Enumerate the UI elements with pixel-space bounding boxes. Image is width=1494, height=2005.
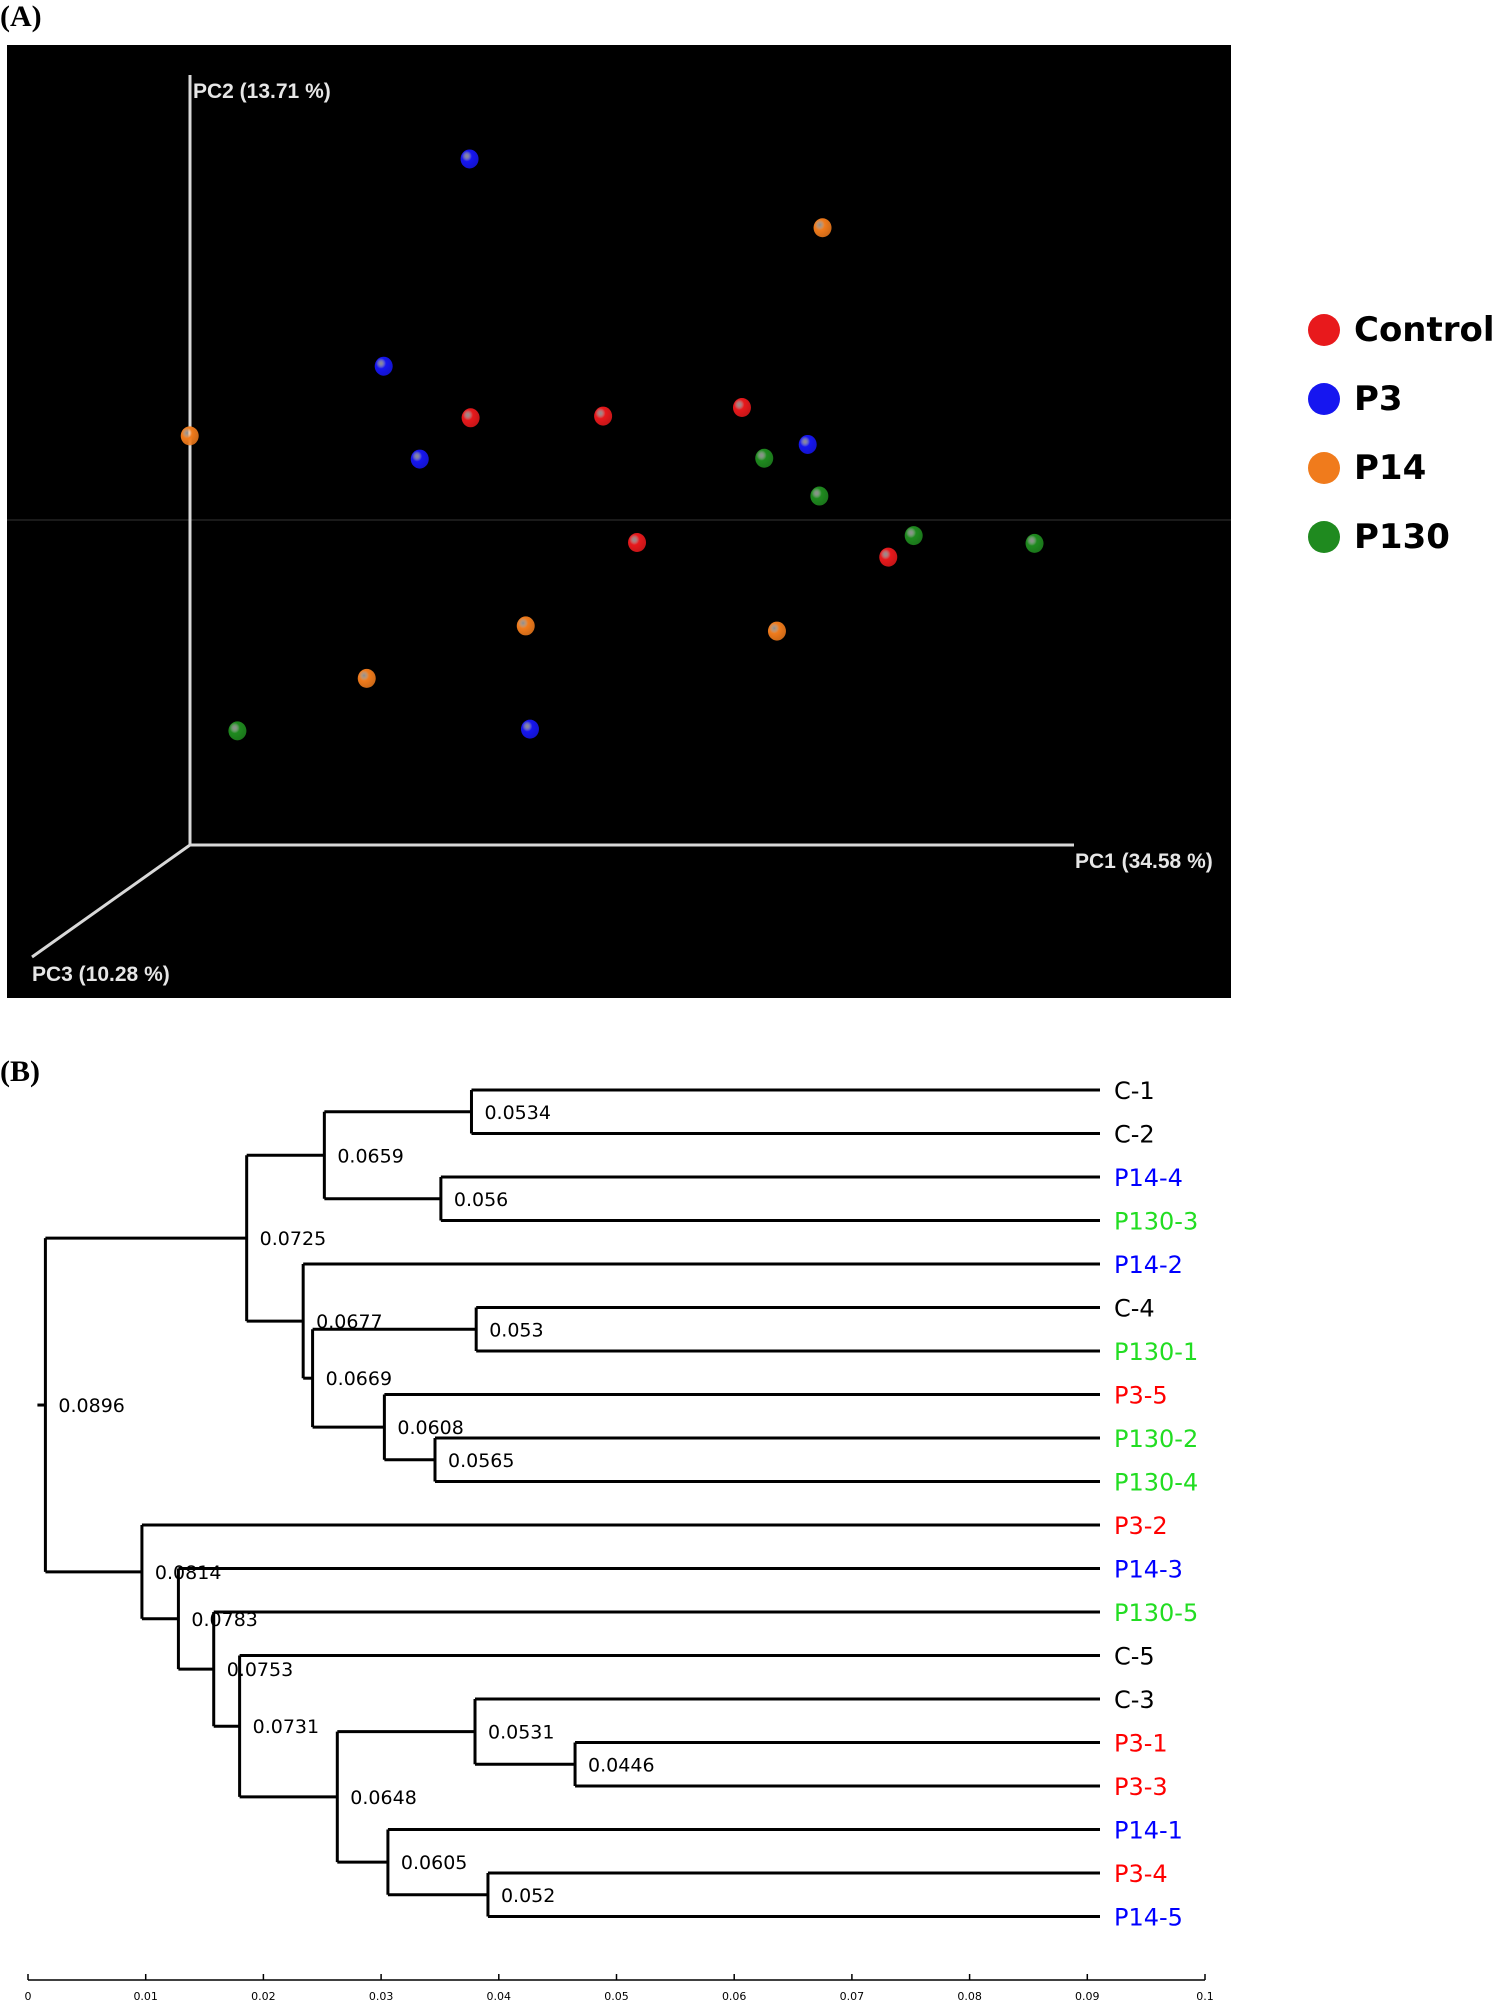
scale-tick-label: 0.05 [604,1990,629,2003]
leaf-label-p3-4: P3-4 [1114,1860,1168,1888]
pcoa-point-control-4 [628,533,647,552]
legend-item-control: Control [1308,295,1494,364]
node-value-label: 0.0783 [191,1609,257,1631]
scale-tick-label: 0 [25,1990,32,2003]
pcoa-point-p3-4 [798,434,817,454]
leaf-label-c-4: C-4 [1114,1295,1155,1323]
pcoa-point-control-3 [732,397,751,417]
scale-tick-label: 0.09 [1075,1990,1100,2003]
scale-tick-label: 0.07 [840,1990,865,2003]
leaf-label-p130-4: P130-4 [1114,1469,1198,1497]
scale-tick-label: 0.08 [957,1990,982,2003]
node-value-label: 0.0534 [484,1102,550,1124]
dendrogram: 0.0534 0.056 0.0659 0.053 0.0565 0.0608 0.0669… [25,1077,1214,2003]
pcoa-point-control-2 [594,406,613,426]
leaf-label-c-1: C-1 [1114,1077,1155,1105]
pc1-axis-label: PC1 (34.58 %) [1075,850,1213,873]
leaf-label-p14-1: P14-1 [1114,1817,1183,1845]
pcoa-point-p130-1 [755,448,774,468]
node-value-label: 0.0669 [326,1368,392,1390]
scale-tick-label: 0.1 [1196,1990,1214,2003]
leaf-label-p14-4: P14-4 [1114,1164,1183,1192]
pcoa-point-control-5 [879,547,898,567]
pcoa-point-p14-2 [180,426,199,446]
pc2-axis-label: PC2 (13.71 %) [193,80,331,103]
leaf-label-p130-2: P130-2 [1114,1425,1198,1453]
node-value-label: 0.0677 [316,1311,382,1333]
legend-dot-icon [1308,520,1340,553]
pcoa-point-p130-3 [904,526,923,546]
pcoa-point-p3-1 [460,149,479,169]
legend-dot-icon [1308,451,1340,484]
scale-tick-label: 0.04 [487,1990,512,2003]
leaf-label-p14-3: P14-3 [1114,1556,1183,1584]
scale-tick-label: 0.02 [251,1990,276,2003]
legend-label: P130 [1354,516,1450,557]
leaf-label-p3-3: P3-3 [1114,1773,1168,1801]
legend-dot-icon [1308,382,1340,415]
node-value-label: 0.0565 [448,1450,514,1472]
legend-item-p14: P14 [1308,433,1494,502]
pcoa-point-p3-2 [374,356,393,376]
leaf-label-p14-5: P14-5 [1114,1904,1183,1932]
pcoa-point-p130-5 [228,721,247,741]
node-value-label: 0.053 [489,1319,543,1341]
node-value-label: 0.0814 [155,1562,221,1584]
pc3-axis [31,843,191,959]
leaf-label-p130-5: P130-5 [1114,1599,1198,1627]
pcoa-point-p14-1 [813,218,832,238]
panel-b-label: (B) [0,1055,40,1088]
pcoa-point-p14-3 [516,616,535,636]
pcoa-point-p3-5 [520,719,539,739]
node-value-label: 0.052 [501,1885,555,1907]
node-value-label: 0.0753 [227,1659,293,1681]
pcoa-point-p14-5 [357,668,376,688]
panel-a-label: (A) [0,0,42,33]
node-value-label: 0.0446 [588,1754,654,1776]
scale-tick-label: 0.01 [133,1990,158,2003]
node-value-label: 0.0531 [488,1722,554,1744]
node-value-label: 0.0659 [337,1145,403,1167]
scale-tick-label: 0.03 [369,1990,394,2003]
node-value-label: 0.0731 [253,1716,319,1738]
leaf-label-p130-1: P130-1 [1114,1338,1198,1366]
pcoa-canvas [7,75,1231,959]
legend-label: P14 [1354,447,1427,488]
node-value-label: 0.056 [454,1189,508,1211]
pcoa-point-p130-4 [1025,533,1044,553]
legend-item-p3: P3 [1308,364,1494,433]
leaf-label-c-5: C-5 [1114,1643,1155,1671]
pcoa-point-control-1 [461,408,480,428]
pcoa-point-p3-3 [410,449,429,469]
leaf-label-p14-2: P14-2 [1114,1251,1183,1279]
leaf-label-p3-1: P3-1 [1114,1730,1168,1758]
node-value-label: 0.0725 [260,1228,326,1250]
legend-item-p130: P130 [1308,502,1494,571]
pcoa-point-p14-4 [767,621,786,641]
leaf-label-c-2: C-2 [1114,1121,1155,1149]
leaf-label-p3-2: P3-2 [1114,1512,1168,1540]
pcoa-point-p130-2 [810,486,829,506]
leaf-label-p3-5: P3-5 [1114,1382,1168,1410]
node-value-label: 0.0648 [350,1787,416,1809]
pcoa-plot: PC2 (13.71 %) PC1 (34.58 %) PC3 (10.28 %… [7,45,1231,998]
node-value-label: 0.0896 [58,1395,124,1417]
pc3-axis-label: PC3 (10.28 %) [32,963,170,986]
legend: Control P3 P14 P130 [1308,295,1494,571]
leaf-label-c-3: C-3 [1114,1686,1155,1714]
leaf-label-p130-3: P130-3 [1114,1208,1198,1236]
legend-dot-icon [1308,313,1340,346]
node-value-label: 0.0605 [401,1852,467,1874]
legend-label: Control [1354,309,1494,350]
scale-tick-label: 0.06 [722,1990,747,2003]
legend-label: P3 [1354,378,1403,419]
node-value-label: 0.0608 [397,1417,463,1439]
